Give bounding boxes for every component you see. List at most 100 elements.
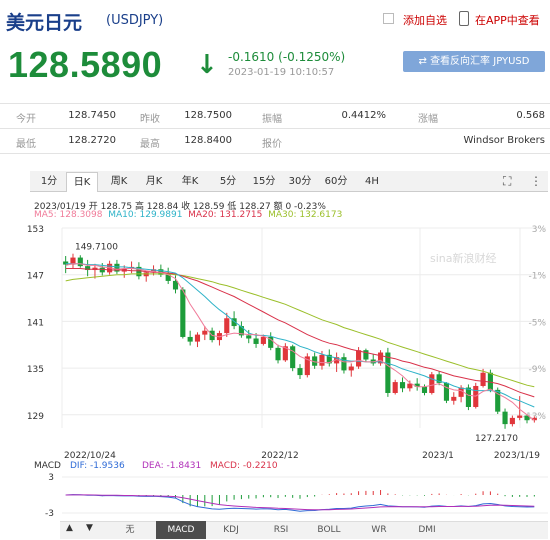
macd-histogram xyxy=(72,490,535,508)
macd-dea: DEA: -1.8431 xyxy=(142,461,202,471)
scroll-right-icon[interactable]: ▼ xyxy=(86,523,93,533)
high-annotation: 149.7100 xyxy=(75,243,118,253)
tab-15min[interactable]: 15分 xyxy=(252,176,276,187)
y-tick-label: 141 xyxy=(27,318,44,328)
add-watchlist-label: 添加自选 xyxy=(403,14,447,27)
current-price: 128.5890 xyxy=(8,44,163,85)
stat-label-gain: 涨幅 xyxy=(418,114,438,125)
checkbox-icon xyxy=(383,13,394,24)
candle-body xyxy=(495,389,501,412)
y-tick-label: 147 xyxy=(27,272,44,282)
tab-monthly-k[interactable]: 月K xyxy=(145,176,163,187)
macd-chart: 3 -3 xyxy=(45,473,548,518)
candle-body xyxy=(246,335,252,339)
tab-4h[interactable]: 4H xyxy=(365,176,379,187)
candle-body xyxy=(465,387,471,407)
period-tab-bar xyxy=(30,171,548,192)
macd-dif: DIF: -1.9536 xyxy=(70,461,125,471)
indicator-tab-wr[interactable]: WR xyxy=(371,525,387,535)
indicator-tab-kdj[interactable]: KDJ xyxy=(223,525,239,535)
candle-body xyxy=(231,318,237,327)
candle-body xyxy=(356,350,362,367)
candle-body xyxy=(180,289,186,337)
y-pct-label: -1% xyxy=(528,272,546,282)
candle-body xyxy=(304,356,310,376)
ma20-label: MA20: 131.2715 xyxy=(188,210,263,220)
candle-body xyxy=(348,366,354,371)
candle-body xyxy=(487,372,493,390)
tab-1min[interactable]: 1分 xyxy=(40,176,58,187)
candlestick-chart[interactable]: 153 3%147 -1%141 -5%135 -9%129 -13% 149.71001… xyxy=(0,222,550,460)
ma5-label: MA5: 128.3098 xyxy=(34,210,103,220)
candle-body xyxy=(502,411,508,425)
page-title: 美元日元 xyxy=(6,12,83,34)
candle-body xyxy=(319,354,325,366)
stat-label-high: 最高 xyxy=(140,139,160,150)
stat-label-open: 今开 xyxy=(16,114,36,125)
reverse-rate-button[interactable]: ⇄ 查看反向汇率 JPYUSD xyxy=(403,51,545,72)
tab-yearly-k[interactable]: 年K xyxy=(181,176,199,187)
candle-body xyxy=(480,372,486,386)
reverse-rate-label: 查看反向汇率 JPYUSD xyxy=(430,56,530,67)
y-pct-label: -9% xyxy=(528,365,546,375)
candle-body xyxy=(77,257,83,267)
candle-body xyxy=(312,356,318,366)
ohlc-readout: 2023/01/19 开 128.75 高 128.84 收 128.59 低 … xyxy=(34,202,326,212)
candle-body xyxy=(297,368,303,376)
candles xyxy=(63,253,537,429)
stat-label-amplitude: 振幅 xyxy=(262,114,282,125)
candle-body xyxy=(172,280,179,290)
indicator-tab-boll[interactable]: BOLL xyxy=(317,525,341,535)
candle-body xyxy=(509,417,515,425)
y-tick-label: 135 xyxy=(27,365,44,375)
macd-lines xyxy=(65,494,535,512)
candle-body xyxy=(268,336,274,348)
candle-body xyxy=(414,383,420,387)
price-change: -0.1610 (-0.1250%) xyxy=(228,50,346,64)
y-pct-label: -5% xyxy=(528,318,546,328)
stat-label-quote: 报价 xyxy=(262,139,282,150)
ma20-line xyxy=(65,268,535,398)
candle-body xyxy=(187,336,193,342)
x-axis-labels: 2022/10/24 2022/12 2023/1 2023/1/19 xyxy=(64,451,540,460)
stat-label-low: 最低 xyxy=(16,139,36,150)
indicator-tab-dmi[interactable]: DMI xyxy=(418,525,436,535)
ma-legend: MA5: 128.3098 MA10: 129.9891 MA20: 131.2… xyxy=(34,210,342,220)
symbol-code: (USDJPY) xyxy=(106,13,164,28)
tab-60min[interactable]: 60分 xyxy=(324,176,348,187)
candle-body xyxy=(517,415,523,418)
swap-icon: ⇄ xyxy=(418,56,431,67)
candle-body xyxy=(70,257,76,265)
candle-body xyxy=(326,354,332,364)
indicator-tab-rsi[interactable]: RSI xyxy=(273,525,289,535)
fullscreen-icon[interactable]: ⛶ xyxy=(503,174,512,188)
candle-body xyxy=(429,374,435,393)
indicator-tab-macd[interactable]: MACD xyxy=(156,521,206,539)
stat-label-prev-close: 昨收 xyxy=(140,114,160,125)
tab-30min[interactable]: 30分 xyxy=(288,176,312,187)
candle-body xyxy=(421,386,428,393)
candle-body xyxy=(85,266,91,271)
low-annotation: 127.2170 xyxy=(475,434,518,444)
candle-body xyxy=(451,396,457,401)
divider xyxy=(0,103,550,104)
tab-weekly-k[interactable]: 周K xyxy=(110,176,128,187)
candle-body xyxy=(524,415,530,421)
scroll-left-icon[interactable]: ▲ xyxy=(66,523,73,533)
phone-icon xyxy=(459,11,469,26)
tab-5min[interactable]: 5分 xyxy=(219,176,237,187)
vertical-dots-icon[interactable]: ⋮ xyxy=(530,174,542,188)
ma30-label: MA30: 132.6173 xyxy=(268,210,343,220)
stat-value-open: 128.7450 xyxy=(68,110,116,121)
tab-daily-k[interactable]: 日K xyxy=(66,172,98,192)
candle-body xyxy=(150,269,157,273)
candle-body xyxy=(165,274,171,281)
candle-body xyxy=(443,382,450,401)
macd-value: MACD: -0.2210 xyxy=(210,461,278,471)
candle-body xyxy=(385,352,391,393)
candle-body xyxy=(99,267,105,273)
ma10-line xyxy=(65,263,535,408)
candle-body xyxy=(282,346,288,361)
indicator-tab-none[interactable]: 无 xyxy=(125,525,135,535)
candle-body xyxy=(341,357,347,371)
